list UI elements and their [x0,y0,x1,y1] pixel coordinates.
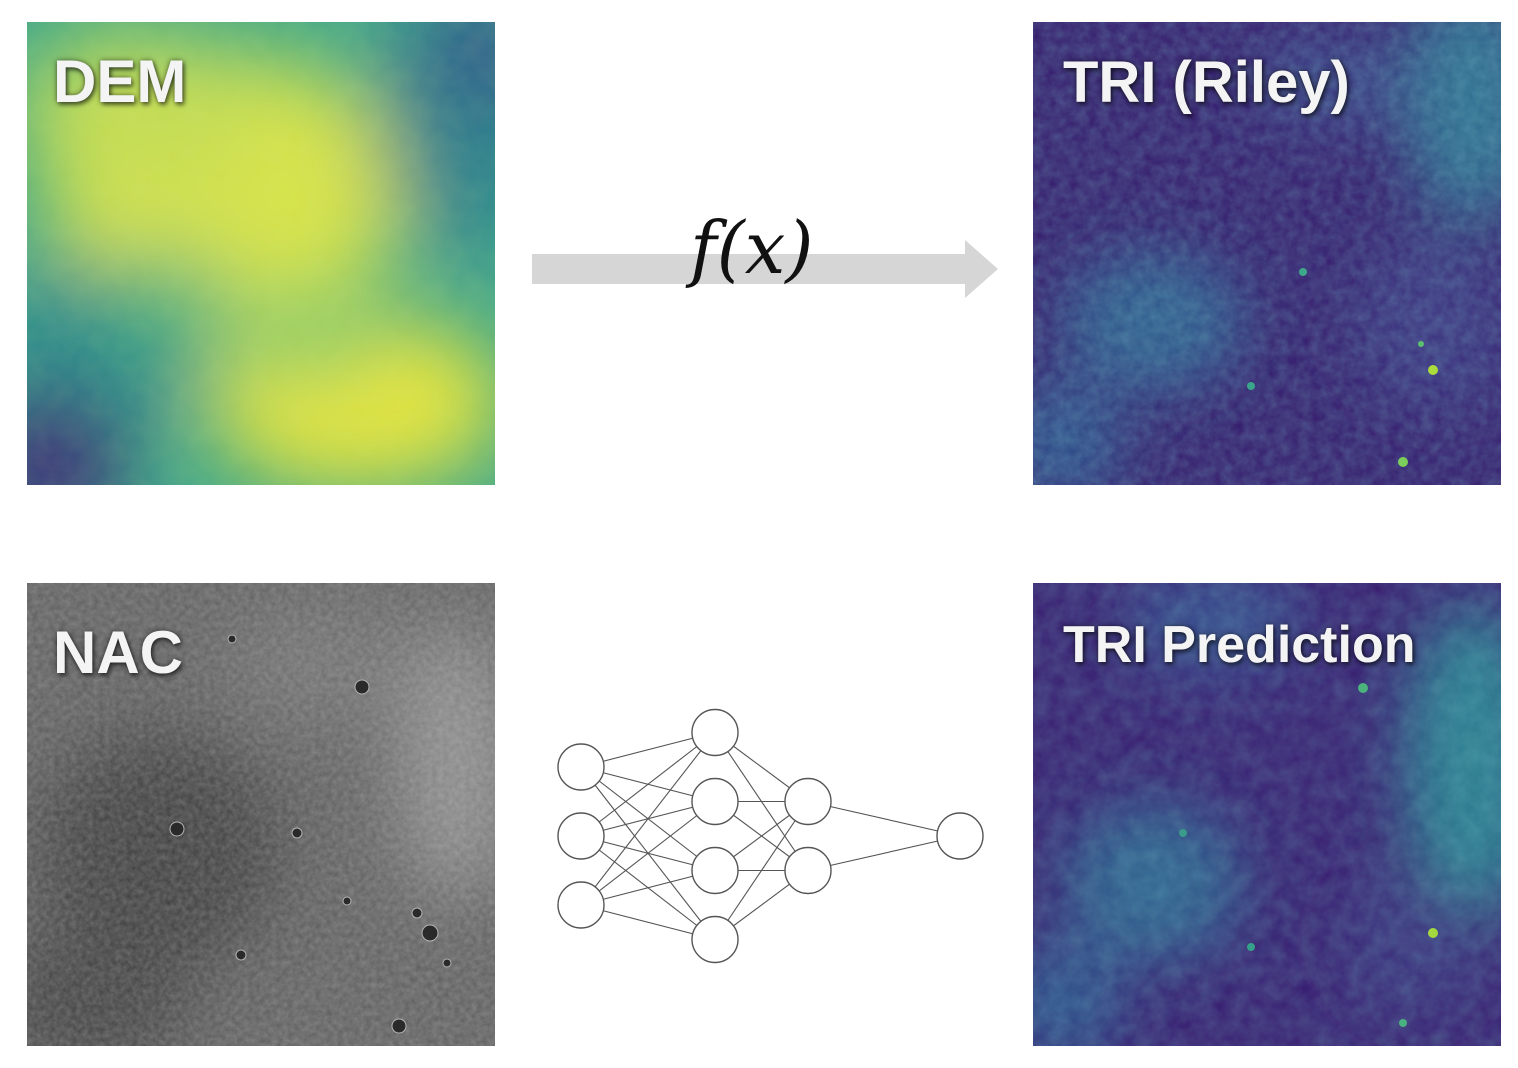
tri-prediction-label: TRI Prediction [1063,616,1416,674]
edge-l1-3-0 [714,801,809,940]
tri-riley-label: TRI (Riley) [1063,50,1350,115]
dem-heightmap-image [27,22,495,485]
nac-label: NAC [53,619,183,686]
function-label: f(x) [690,206,814,290]
edge-l0-1-0 [580,732,716,837]
arrow-shape [532,240,998,298]
node-layer3-0 [936,812,984,860]
edge-l0-2-1 [580,801,716,906]
node-layer2-0 [784,777,832,826]
neural-network-diagram [557,708,984,964]
node-layer0-0 [557,743,605,791]
tri-prediction-image [1033,583,1501,1046]
tri-prediction-panel: TRI Prediction [1033,583,1501,1046]
tri-riley-panel: TRI (Riley) [1033,22,1501,485]
node-layer0-2 [557,881,605,929]
edge-l0-2-0 [580,732,716,906]
node-layer1-3 [691,915,739,964]
node-layer1-1 [691,777,739,826]
node-layer2-1 [784,846,832,895]
mapping-arrow [532,240,998,298]
network-nodes [557,708,984,964]
edge-l2-1-0 [807,835,961,872]
nac-lunar-image [27,583,495,1046]
dem-label: DEM [53,48,187,115]
network-edges [580,731,961,941]
edge-l2-0-0 [807,800,961,837]
node-layer0-1 [557,812,605,860]
node-layer1-2 [691,846,739,895]
tri-riley-image [1033,22,1501,485]
nac-panel: NAC [27,583,495,1046]
node-layer1-0 [691,708,739,757]
dem-panel: DEM [27,22,495,485]
